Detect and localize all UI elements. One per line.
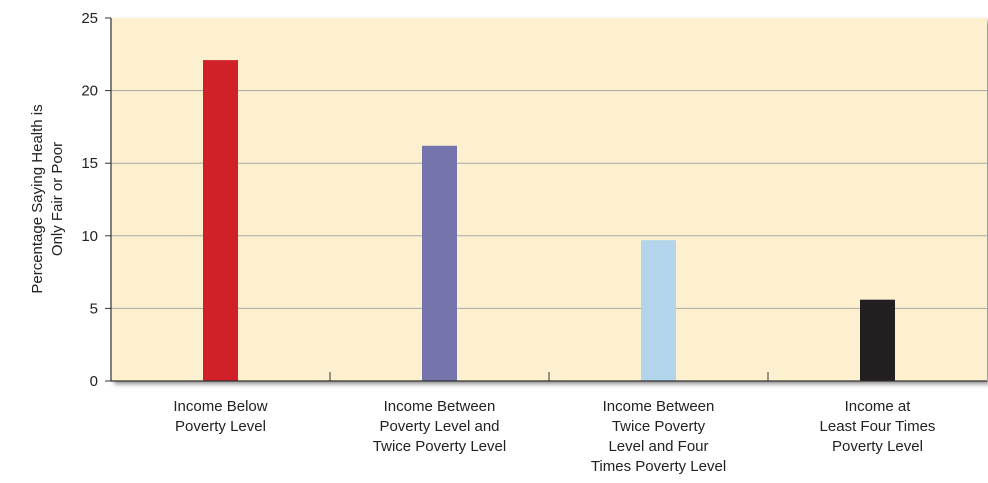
bar [860, 299, 895, 381]
x-tick-label: Income at Least Four Times Poverty Level [820, 398, 936, 455]
x-tick-label: Income Between Poverty Level and Twice Pov… [373, 398, 506, 455]
bar [641, 240, 676, 381]
bar [422, 145, 457, 381]
y-axis-title: Percentage Saying Health is Only Fair or … [29, 104, 66, 293]
x-tick-label: Income Below Poverty Level [173, 398, 267, 435]
y-tick-label: 15 [81, 155, 98, 172]
x-tick-labels: Income Below Poverty Level Income Between P… [173, 398, 935, 475]
y-tick-labels: 0 5 10 15 20 25 [81, 10, 98, 390]
bar [203, 60, 238, 381]
gridlines [111, 90, 987, 309]
y-tick-label: 10 [81, 228, 98, 245]
y-tick-label: 20 [81, 83, 98, 100]
plot-area [111, 18, 987, 381]
axes [105, 17, 987, 382]
bars [203, 60, 895, 381]
y-tick-label: 5 [90, 300, 98, 317]
x-tick-label: Income Between Twice Poverty Level and Fou… [591, 398, 726, 475]
y-tick-label: 0 [90, 373, 98, 390]
y-tick-label: 25 [81, 10, 98, 27]
